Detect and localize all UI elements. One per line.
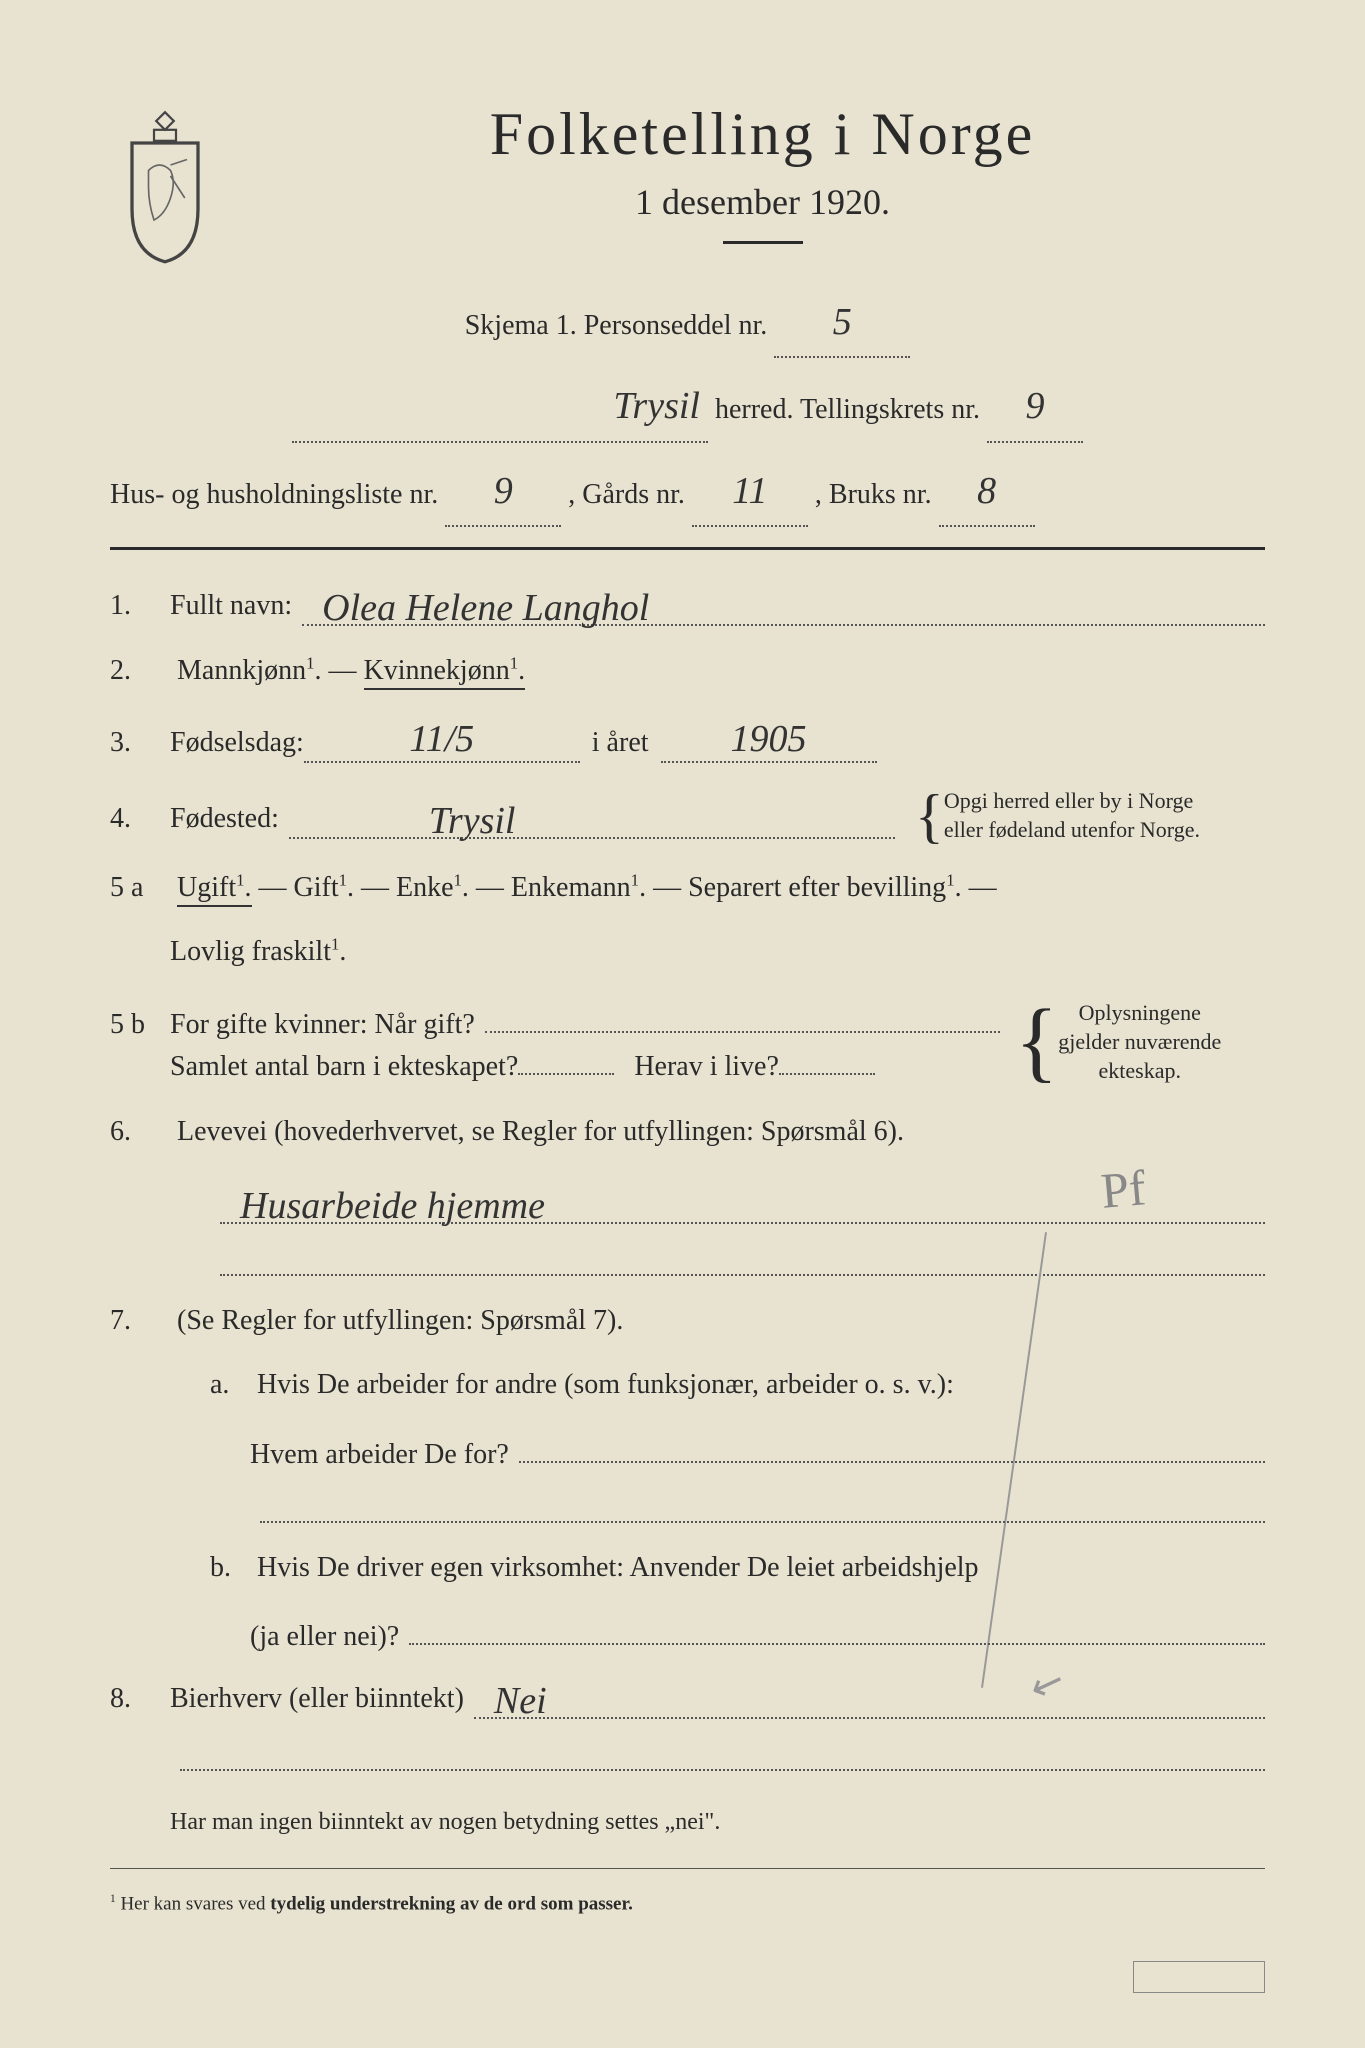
q4-note: Opgi herred eller by i Norge eller fødel… [944, 787, 1200, 844]
q8-label: Bierhverv (eller biinntekt) [170, 1683, 464, 1715]
q7a-fill [519, 1431, 1265, 1463]
q3-day: 11/5 [304, 717, 580, 763]
q5b-l1: For gifte kvinner: Når gift? [170, 1009, 475, 1041]
q2-mann: Mannkjønn1. [177, 655, 322, 686]
liste-line: Hus- og husholdningsliste nr. 9 , Gårds … [110, 457, 1265, 527]
q3-label: Fødselsdag: [170, 727, 304, 759]
q1-value: Olea Helene Langhol [302, 587, 649, 629]
gards-nr: 11 [692, 457, 808, 527]
q7-label: (Se Regler for utfyllingen: Spørsmål 7). [177, 1305, 623, 1336]
q4-label: Fødested: [170, 803, 279, 835]
q5b-fill1 [485, 1001, 1000, 1033]
herred-line: Trysil herred. Tellingskrets nr. 9 [110, 372, 1265, 442]
divider-thin [110, 1868, 1265, 1869]
header: Folketelling i Norge 1 desember 1920. [110, 100, 1265, 274]
q5b-row: 5 b For gifte kvinner: Når gift? Samlet … [110, 991, 1265, 1093]
q7a-text1: Hvis De arbeider for andre (som funksjon… [257, 1369, 954, 1400]
q5a-rest: — Gift1. — Enke1. — Enkemann1. — Separer… [259, 872, 997, 903]
q7a-row2: Hvem arbeider De for? [250, 1431, 1265, 1471]
q4-row: 4. Fødested: Trysil { Opgi herred eller … [110, 783, 1265, 849]
main-title: Folketelling i Norge [260, 100, 1265, 169]
printer-stamp [1133, 1961, 1265, 1993]
q1-num: 1. [110, 590, 170, 622]
q5b-num: 5 b [110, 1009, 170, 1041]
q5b-fill2 [518, 1073, 614, 1075]
brace-icon-2: { [1015, 1015, 1058, 1069]
footnote-num: 1 [110, 1893, 116, 1905]
q3-num: 3. [110, 727, 170, 759]
q7-row: 7. (Se Regler for utfyllingen: Spørsmål … [110, 1296, 1265, 1346]
footnote-text-a: Her kan svares ved [120, 1893, 270, 1914]
q7b-row2: (ja eller nei)? [250, 1613, 1265, 1653]
q5a-num: 5 a [110, 863, 170, 913]
q2-row: 2. Mannkjønn1. — Kvinnekjønn1. [110, 646, 1265, 696]
hus-label: Hus- og husholdningsliste nr. [110, 479, 438, 510]
census-form-page: Folketelling i Norge 1 desember 1920. Sk… [0, 0, 1365, 2048]
q6-label: Levevei (hovederhvervet, se Regler for u… [177, 1116, 904, 1147]
skjema-line: Skjema 1. Personseddel nr. 5 [110, 288, 1265, 358]
brace-icon: { [915, 798, 944, 834]
q7-num: 7. [110, 1296, 170, 1346]
footnote: 1 Her kan svares ved tydelig understrekn… [110, 1893, 1265, 1915]
personseddel-nr: 5 [774, 288, 910, 358]
q7b-text1: Hvis De driver egen virksomhet: Anvender… [257, 1552, 979, 1583]
subtitle: 1 desember 1920. [260, 181, 1265, 223]
q5a-row: 5 a Ugift1. — Gift1. — Enke1. — Enkemann… [110, 863, 1265, 913]
q4-note-l1: Opgi herred eller by i Norge [944, 787, 1200, 816]
q3-mid: i året [592, 727, 649, 759]
q6-row: 6. Levevei (hovederhvervet, se Regler fo… [110, 1107, 1265, 1157]
annotation-pf: Pf [1098, 1158, 1147, 1220]
skjema-label: Skjema 1. Personseddel nr. [465, 310, 768, 341]
q1-label: Fullt navn: [170, 590, 292, 622]
q7a-num: a. [210, 1360, 250, 1410]
q6-blank [210, 1244, 1265, 1276]
title-rule [723, 241, 803, 244]
q6-num: 6. [110, 1107, 170, 1157]
q3-year: 1905 [661, 717, 877, 763]
q7b-fill [409, 1613, 1265, 1645]
bruks-label: , Bruks nr. [815, 479, 932, 510]
q5b-note: Oplysningene gjelder nuværende ekteskap. [1058, 999, 1221, 1085]
q4-num: 4. [110, 803, 170, 835]
q5b-note-l1: Oplysningene [1058, 999, 1221, 1028]
hus-nr: 9 [445, 457, 561, 527]
coat-of-arms-icon [110, 110, 220, 260]
q8-row: 8. Bierhverv (eller biinntekt) Nei [110, 1673, 1265, 1719]
q3-row: 3. Fødselsdag: 11/5 i året 1905 [110, 717, 1265, 763]
q5b-l2b: Herav i live? [634, 1051, 779, 1083]
q6-value: Husarbeide hjemme [220, 1185, 545, 1227]
q5b-note-l3: ekteskap. [1058, 1057, 1221, 1086]
q8-value: Nei [474, 1680, 547, 1722]
q4-note-l2: eller fødeland utenfor Norge. [944, 816, 1200, 845]
q2-num: 2. [110, 646, 170, 696]
q7b-text2: (ja eller nei)? [250, 1621, 399, 1653]
q5b-fill3 [779, 1073, 875, 1075]
q8-blank [170, 1739, 1265, 1771]
q7b-num: b. [210, 1543, 250, 1593]
footer-note: Har man ingen biinntekt av nogen betydni… [170, 1801, 1265, 1844]
q5a-row2: Lovlig fraskilt1. [170, 927, 1265, 977]
q8-num: 8. [110, 1683, 170, 1715]
q2-dash: — [329, 655, 364, 686]
herred-value: Trysil [292, 372, 708, 442]
q7a-row: a. Hvis De arbeider for andre (som funks… [210, 1360, 1265, 1410]
q4-value: Trysil [289, 800, 516, 842]
q7b-row: b. Hvis De driver egen virksomhet: Anven… [210, 1543, 1265, 1593]
title-block: Folketelling i Norge 1 desember 1920. [260, 100, 1265, 274]
q5b-l2a: Samlet antal barn i ekteskapet? [170, 1051, 518, 1083]
footnote-text-b: tydelig understrekning av de ord som pas… [270, 1893, 633, 1914]
q5a-ugift: Ugift1. [177, 872, 252, 907]
q5a-options2: Lovlig fraskilt1. [170, 936, 346, 967]
tellingskrets-nr: 9 [987, 372, 1083, 442]
q7a-text2: Hvem arbeider De for? [250, 1439, 509, 1471]
gards-label: , Gårds nr. [568, 479, 685, 510]
q1-row: 1. Fullt navn: Olea Helene Langhol [110, 580, 1265, 626]
q2-kvinne: Kvinnekjønn1. [364, 655, 526, 690]
q5b-note-l2: gjelder nuværende [1058, 1028, 1221, 1057]
herred-label: herred. Tellingskrets nr. [715, 394, 980, 425]
q7a-blank [250, 1491, 1265, 1523]
bruks-nr: 8 [939, 457, 1035, 527]
divider-thick [110, 547, 1265, 550]
